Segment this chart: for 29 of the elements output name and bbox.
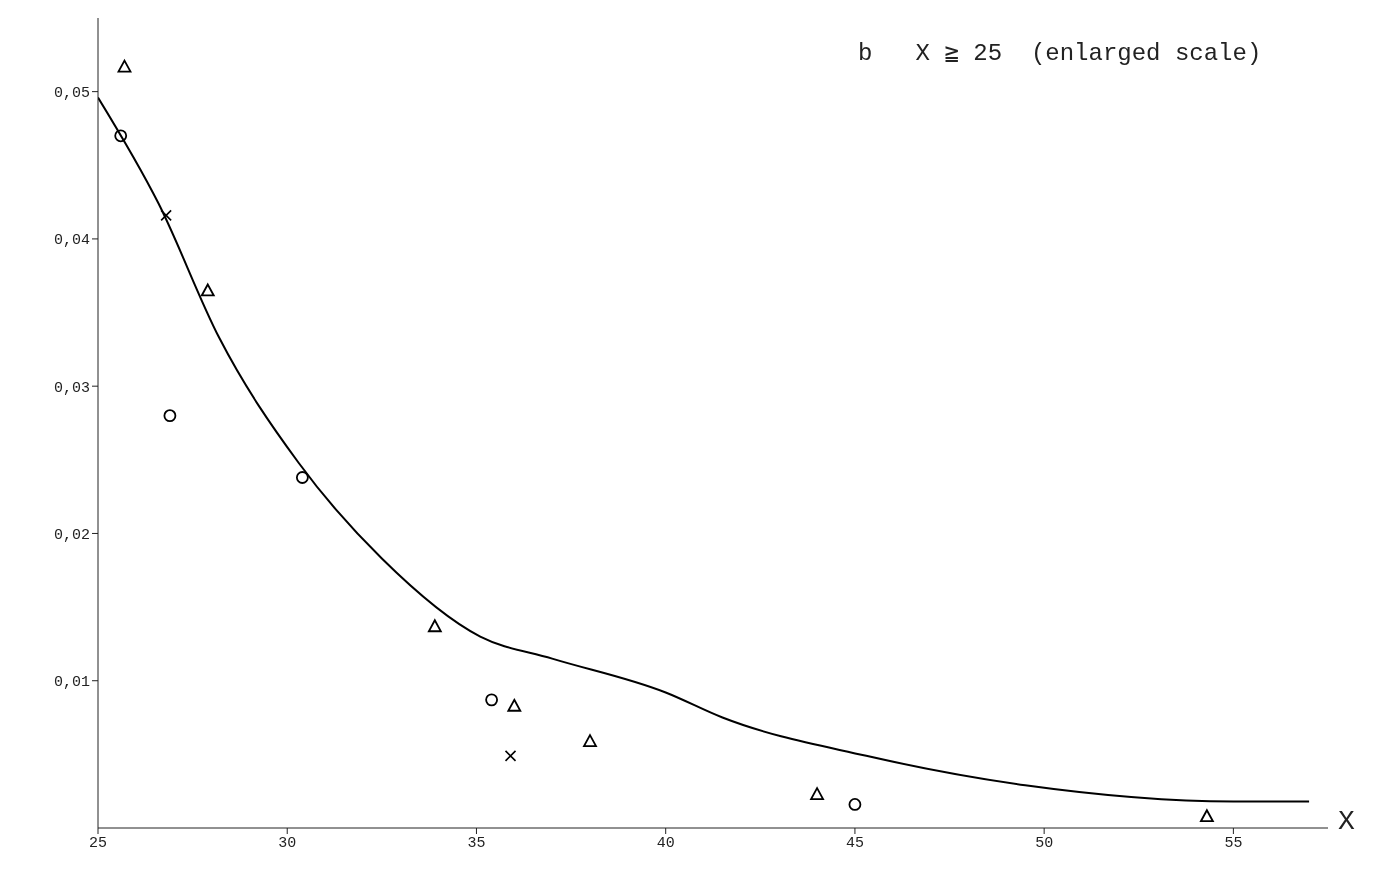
x-tick-label: 30: [278, 834, 297, 852]
point: [160, 209, 172, 222]
point: [848, 798, 862, 811]
point: [163, 409, 177, 423]
point: [200, 283, 215, 297]
y-tick-label: 0,04: [53, 232, 90, 250]
point: [583, 734, 597, 748]
x-tick-label: 45: [845, 834, 864, 852]
point: [507, 698, 522, 712]
x-tick-label: 40: [656, 834, 675, 852]
x-tick-label: 50: [1035, 834, 1054, 852]
x-tick-label: 25: [88, 834, 108, 852]
y-tick-label: 0,01: [53, 674, 90, 692]
point: [504, 750, 517, 762]
point: [295, 471, 309, 484]
y-tick-label: 0,02: [53, 526, 90, 544]
point: [485, 693, 498, 707]
y-tick-label: 0,05: [53, 84, 90, 102]
point: [1199, 809, 1214, 823]
line-series: [98, 96, 1311, 803]
point: [117, 59, 132, 73]
text: b X ≧ 25 (enlarged scale): [858, 39, 1262, 67]
x-tick-label: 55: [1224, 834, 1243, 852]
x-axis-title: X: [1338, 806, 1355, 837]
x-tick-label: 35: [467, 834, 486, 852]
y-tick-label: 0,03: [53, 379, 90, 397]
point: [427, 619, 442, 633]
point: [114, 129, 128, 143]
point: [810, 787, 824, 801]
